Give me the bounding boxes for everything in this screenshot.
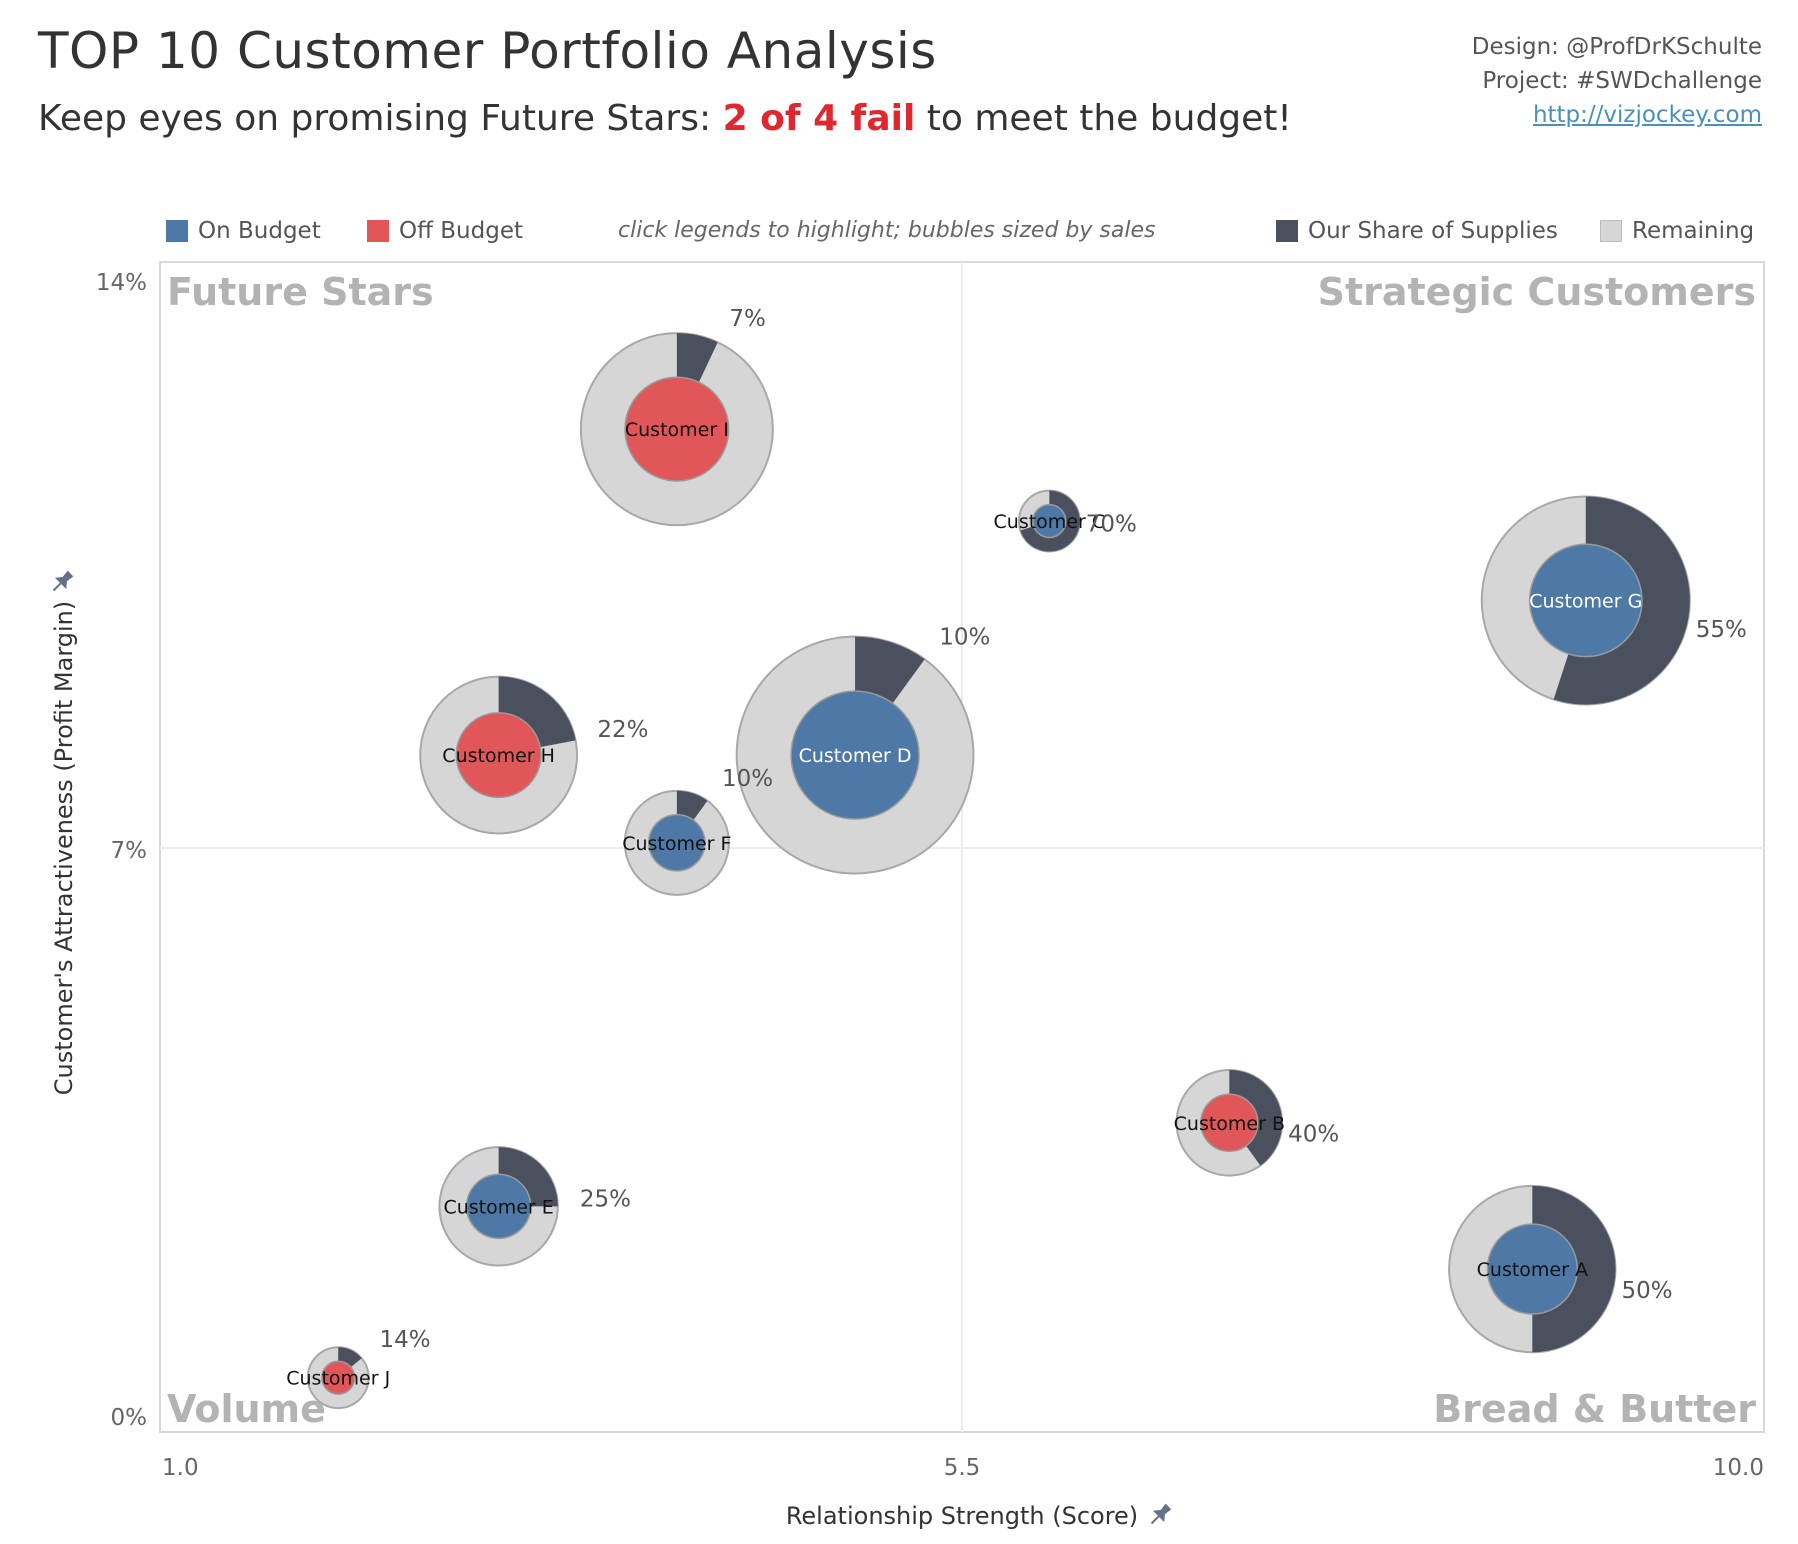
bubble[interactable]: Customer D 10% — [735, 625, 991, 875]
share-label: 50% — [1622, 1278, 1673, 1304]
off-budget-swatch — [367, 220, 389, 242]
share-label: 14% — [380, 1327, 431, 1353]
customer-label: Customer A — [1477, 1259, 1588, 1281]
legend-remaining-label: Remaining — [1632, 218, 1755, 244]
subtitle-text: Keep eyes on promising Future Stars: — [38, 98, 723, 139]
budget-core — [624, 376, 730, 482]
share-wedge — [1229, 1069, 1283, 1166]
share-wedge — [1020, 490, 1080, 552]
share-label: 70% — [1086, 512, 1137, 538]
remaining-ring — [735, 635, 975, 875]
remaining-ring — [419, 675, 579, 835]
remaining-ring — [1448, 1184, 1617, 1354]
quadrant-label-strategic: Strategic Customers — [1318, 270, 1756, 314]
remaining-swatch — [1600, 220, 1622, 242]
customer-label: Customer F — [622, 833, 731, 855]
budget-core — [1032, 503, 1067, 539]
remaining-ring — [438, 1146, 559, 1267]
quadrant-label-bread-butter: Bread & Butter — [1433, 1387, 1756, 1431]
share-wedge — [498, 676, 576, 756]
customer-label: Customer J — [286, 1368, 390, 1390]
share-label: 7% — [729, 306, 766, 332]
share-wedge — [676, 790, 708, 843]
customer-label: Customer B — [1174, 1113, 1285, 1135]
x-tick-label: 10.0 — [1713, 1455, 1764, 1481]
bubble[interactable]: Customer F 10% — [622, 766, 773, 896]
credit-design: Design: @ProfDrKSchulte — [1471, 34, 1762, 60]
budget-core — [648, 813, 706, 872]
y-tick-label: 14% — [96, 270, 147, 296]
remaining-ring — [1175, 1068, 1284, 1177]
y-tick-label: 0% — [111, 1405, 148, 1431]
credit-project: Project: #SWDchallenge — [1482, 68, 1762, 94]
budget-core — [455, 711, 542, 799]
share-label: 10% — [722, 766, 773, 792]
bubble[interactable]: Customer B 40% — [1174, 1068, 1340, 1177]
legend-on-budget[interactable]: On Budget — [166, 218, 321, 244]
bubble[interactable]: Customer E 25% — [438, 1146, 631, 1267]
quadrant-label-future-stars: Future Stars — [167, 270, 434, 314]
chart-title: TOP 10 Customer Portfolio Analysis — [38, 22, 937, 80]
x-axis-label: Relationship Strength (Score) — [786, 1502, 1138, 1530]
share-label: 55% — [1696, 617, 1747, 643]
share-label: 10% — [939, 625, 990, 651]
customer-label: Customer G — [1529, 590, 1642, 612]
budget-core — [465, 1173, 532, 1240]
customer-label: Customer I — [625, 419, 729, 441]
bubble-layer: Customer I7%Customer C70%Customer G55%Cu… — [286, 306, 1747, 1410]
bubble[interactable]: Customer I 7% — [579, 306, 774, 527]
our-share-swatch — [1276, 220, 1298, 242]
budget-core — [1200, 1093, 1259, 1153]
remaining-ring — [1017, 489, 1081, 553]
credit-link[interactable]: http://vizjockey.com — [1532, 102, 1762, 128]
share-wedge — [1553, 496, 1690, 705]
share-label: 25% — [580, 1186, 631, 1212]
share-wedge — [338, 1347, 362, 1378]
customer-label: Customer E — [443, 1196, 553, 1218]
budget-core — [321, 1360, 356, 1395]
legend-remaining[interactable]: Remaining — [1600, 218, 1754, 244]
share-wedge — [855, 636, 925, 756]
remaining-ring — [1480, 495, 1691, 706]
remaining-ring — [306, 1346, 370, 1410]
legend-off-budget-label: Off Budget — [399, 218, 523, 244]
bubble[interactable]: Customer G 55% — [1480, 495, 1747, 706]
y-tick-label: 7% — [111, 838, 148, 864]
customer-label: Customer C — [994, 511, 1106, 533]
customer-label: Customer H — [442, 745, 555, 767]
budget-core — [790, 690, 920, 820]
legend-our-share-label: Our Share of Supplies — [1308, 218, 1558, 244]
budget-core — [1528, 543, 1643, 658]
legend-off-budget[interactable]: Off Budget — [367, 218, 523, 244]
remaining-ring — [623, 789, 730, 896]
share-wedge — [498, 1147, 558, 1207]
plot-frame — [159, 261, 1765, 1433]
legend-on-budget-label: On Budget — [198, 218, 321, 244]
quadrant-label-volume: Volume — [167, 1387, 326, 1431]
chart-subtitle: Keep eyes on promising Future Stars: 2 o… — [38, 98, 1292, 139]
budget-core — [1486, 1223, 1578, 1315]
share-wedge — [1532, 1185, 1616, 1353]
share-label: 22% — [597, 717, 648, 743]
legend-hint: click legends to highlight; bubbles size… — [618, 218, 1156, 243]
subtitle-highlight: 2 of 4 fail — [722, 98, 916, 139]
bubble[interactable]: Customer H 22% — [419, 675, 648, 835]
on-budget-swatch — [166, 220, 188, 242]
bubble[interactable]: Customer A 50% — [1448, 1184, 1673, 1354]
legend-our-share[interactable]: Our Share of Supplies — [1276, 218, 1558, 244]
credits: Design: @ProfDrKSchulte Project: #SWDcha… — [1472, 30, 1762, 132]
x-axis-pin-icon[interactable] — [1146, 1501, 1174, 1529]
x-tick-label: 1.0 — [162, 1455, 199, 1481]
x-tick-label: 5.5 — [944, 1455, 981, 1481]
share-label: 40% — [1288, 1121, 1339, 1147]
subtitle-tail: to meet the budget! — [915, 98, 1292, 139]
y-axis-label: Customer's Attractiveness (Profit Margin… — [50, 601, 78, 1095]
share-wedge — [676, 333, 718, 430]
remaining-ring — [579, 332, 774, 527]
y-axis-pin-icon[interactable] — [48, 568, 76, 596]
customer-label: Customer D — [799, 745, 912, 767]
bubble[interactable]: Customer J 14% — [286, 1327, 431, 1410]
bubble[interactable]: Customer C70% — [994, 489, 1137, 553]
